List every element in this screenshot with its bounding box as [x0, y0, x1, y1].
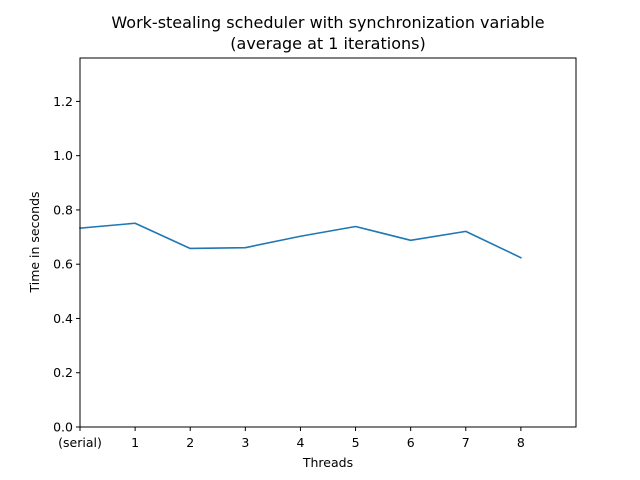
series-line	[79, 222, 522, 259]
x-axis-ticks: (serial) 1 2 3 4 5 6 7 8	[58, 427, 525, 450]
series-layer	[79, 222, 522, 259]
y-tick-label: 0.2	[53, 365, 73, 380]
y-tick-label: 1.0	[53, 148, 73, 163]
x-axis-label: Threads	[302, 455, 353, 470]
chart-subtitle: (average at 1 iterations)	[230, 34, 425, 53]
x-tick-label: 4	[296, 435, 304, 450]
x-tick-label: 6	[407, 435, 415, 450]
x-tick-label: 7	[462, 435, 470, 450]
axes-frame	[79, 57, 577, 428]
x-tick-label: 5	[352, 435, 360, 450]
chart-title: Work-stealing scheduler with synchroniza…	[111, 13, 544, 32]
y-tick-label: 0.6	[53, 257, 73, 272]
y-tick-label: 0.8	[53, 202, 73, 217]
x-tick-label: 2	[186, 435, 194, 450]
x-tick-label: (serial)	[58, 435, 102, 450]
x-tick-label: 8	[517, 435, 525, 450]
y-axis-label: Time in seconds	[27, 191, 42, 293]
x-tick-label: 1	[131, 435, 139, 450]
y-tick-label: 0.0	[53, 420, 73, 435]
x-tick-label: 3	[241, 435, 249, 450]
y-tick-label: 0.4	[53, 311, 73, 326]
y-tick-label: 1.2	[53, 94, 73, 109]
y-axis-ticks: 0.0 0.2 0.4 0.6 0.8 1.0 1.2	[53, 94, 80, 435]
